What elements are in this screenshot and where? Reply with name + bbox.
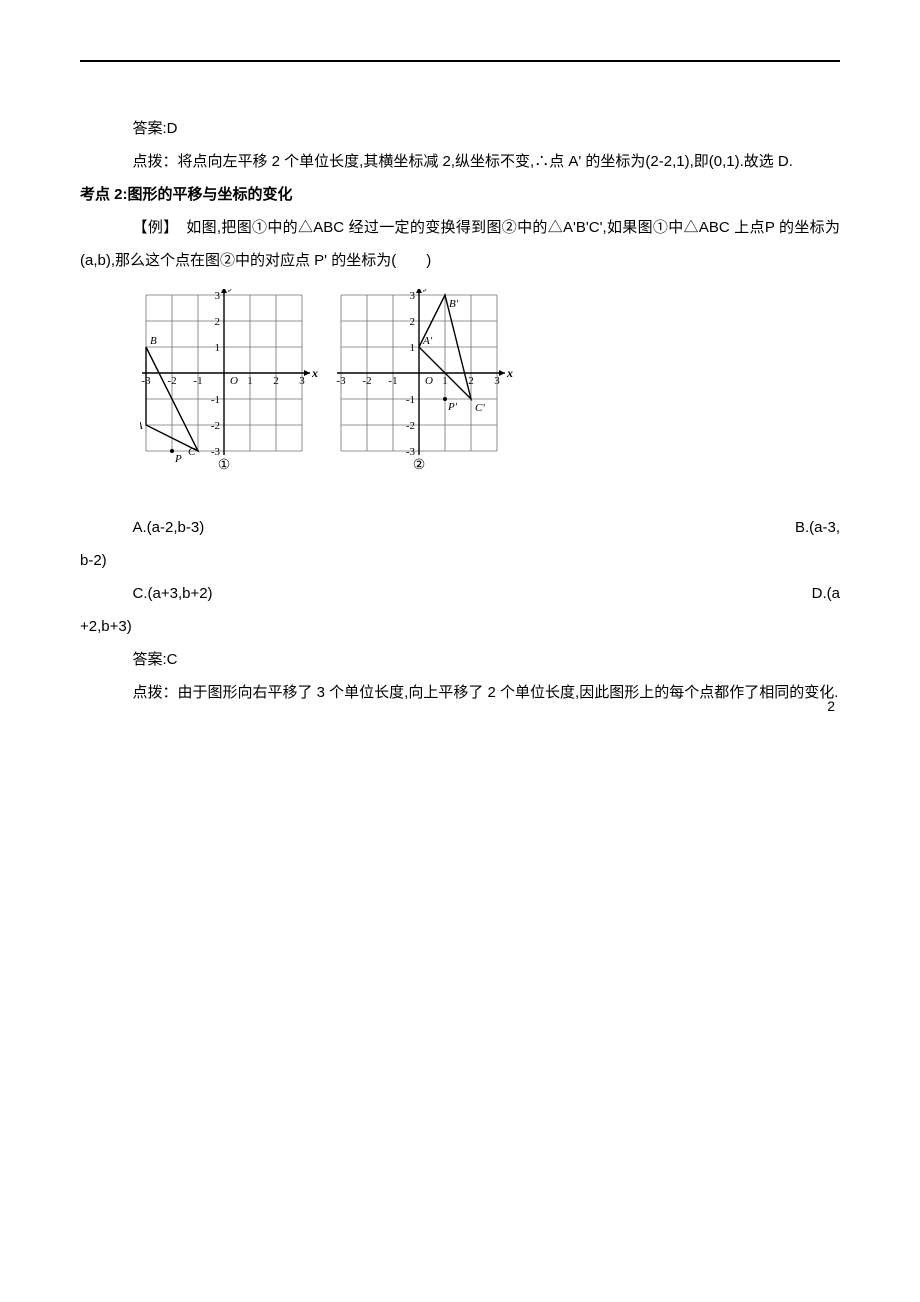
svg-text:2: 2 — [215, 316, 221, 328]
svg-text:O: O — [230, 375, 238, 387]
svg-text:1: 1 — [410, 342, 416, 354]
svg-text:3: 3 — [410, 290, 416, 302]
svg-text:C: C — [188, 446, 196, 458]
hint-1: 点拨：将点向左平移 2 个单位长度,其横坐标减 2,纵坐标不变,∴点 A' 的坐… — [80, 145, 840, 178]
svg-text:3: 3 — [299, 375, 305, 387]
svg-text:C': C' — [475, 402, 485, 414]
option-d-part2: +2,b+3) — [80, 610, 840, 643]
svg-text:P: P — [174, 453, 182, 465]
svg-text:-2: -2 — [211, 420, 220, 432]
svg-text:2: 2 — [273, 375, 279, 387]
example-line: 【例】 如图,把图①中的△ABC 经过一定的变换得到图②中的△A'B'C',如果… — [80, 211, 840, 277]
svg-text:-2: -2 — [406, 420, 415, 432]
svg-text:-3: -3 — [336, 375, 346, 387]
svg-text:②: ② — [413, 458, 426, 473]
svg-text:-2: -2 — [362, 375, 371, 387]
svg-text:-1: -1 — [406, 394, 415, 406]
figure-pair: -3-2-1123-3-2-1123OxyABCP①-3-2-1123-3-2-… — [140, 289, 840, 499]
svg-text:1: 1 — [247, 375, 253, 387]
svg-text:-1: -1 — [211, 394, 220, 406]
svg-text:3: 3 — [494, 375, 500, 387]
answer-2: 答案:C — [80, 643, 840, 676]
svg-text:-1: -1 — [193, 375, 202, 387]
svg-text:2: 2 — [468, 375, 474, 387]
coordinate-figure: -3-2-1123-3-2-1123OxyABCP①-3-2-1123-3-2-… — [140, 289, 520, 494]
svg-text:B: B — [150, 335, 157, 347]
svg-text:A': A' — [422, 335, 433, 347]
answer-1: 答案:D — [80, 112, 840, 145]
svg-text:P': P' — [447, 401, 458, 413]
option-b-part2: b-2) — [80, 544, 840, 577]
svg-text:-3: -3 — [211, 446, 221, 458]
svg-text:B': B' — [449, 298, 459, 310]
svg-text:x: x — [311, 366, 318, 380]
svg-text:x: x — [506, 366, 513, 380]
svg-text:-3: -3 — [406, 446, 416, 458]
svg-text:y: y — [422, 289, 430, 292]
svg-text:A: A — [140, 420, 143, 432]
svg-text:①: ① — [218, 458, 231, 473]
hint-2: 点拨：由于图形向右平移了 3 个单位长度,向上平移了 2 个单位长度,因此图形上… — [80, 676, 840, 709]
option-d-part1: D.(a — [812, 577, 840, 610]
options-row-2: C.(a+3,b+2) D.(a — [80, 577, 840, 610]
heading-2: 考点 2:图形的平移与坐标的变化 — [80, 178, 840, 211]
svg-text:-1: -1 — [388, 375, 397, 387]
svg-text:1: 1 — [215, 342, 221, 354]
page-number: 2 — [827, 698, 835, 714]
svg-text:y: y — [227, 289, 235, 292]
option-a: A.(a-2,b-3) — [80, 511, 204, 544]
svg-text:2: 2 — [410, 316, 416, 328]
svg-text:O: O — [425, 375, 433, 387]
options-row-1: A.(a-2,b-3) B.(a-3, — [80, 511, 840, 544]
svg-text:3: 3 — [215, 290, 221, 302]
option-b-part1: B.(a-3, — [795, 511, 840, 544]
option-c: C.(a+3,b+2) — [80, 577, 213, 610]
svg-text:-2: -2 — [167, 375, 176, 387]
top-rule — [80, 60, 840, 62]
svg-text:1: 1 — [442, 375, 448, 387]
